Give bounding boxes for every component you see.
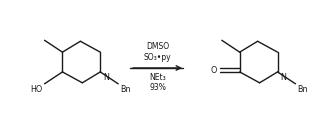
Text: DMSO: DMSO [146,42,169,51]
Text: NEt₃: NEt₃ [149,73,166,82]
Text: 93%: 93% [149,83,166,92]
Text: N: N [103,73,109,82]
Text: HO: HO [30,85,42,94]
Text: O: O [210,66,217,75]
Text: Bn: Bn [297,85,308,94]
Text: Bn: Bn [120,85,131,94]
Text: N: N [281,73,287,82]
Text: SO₃•py: SO₃•py [144,53,171,62]
